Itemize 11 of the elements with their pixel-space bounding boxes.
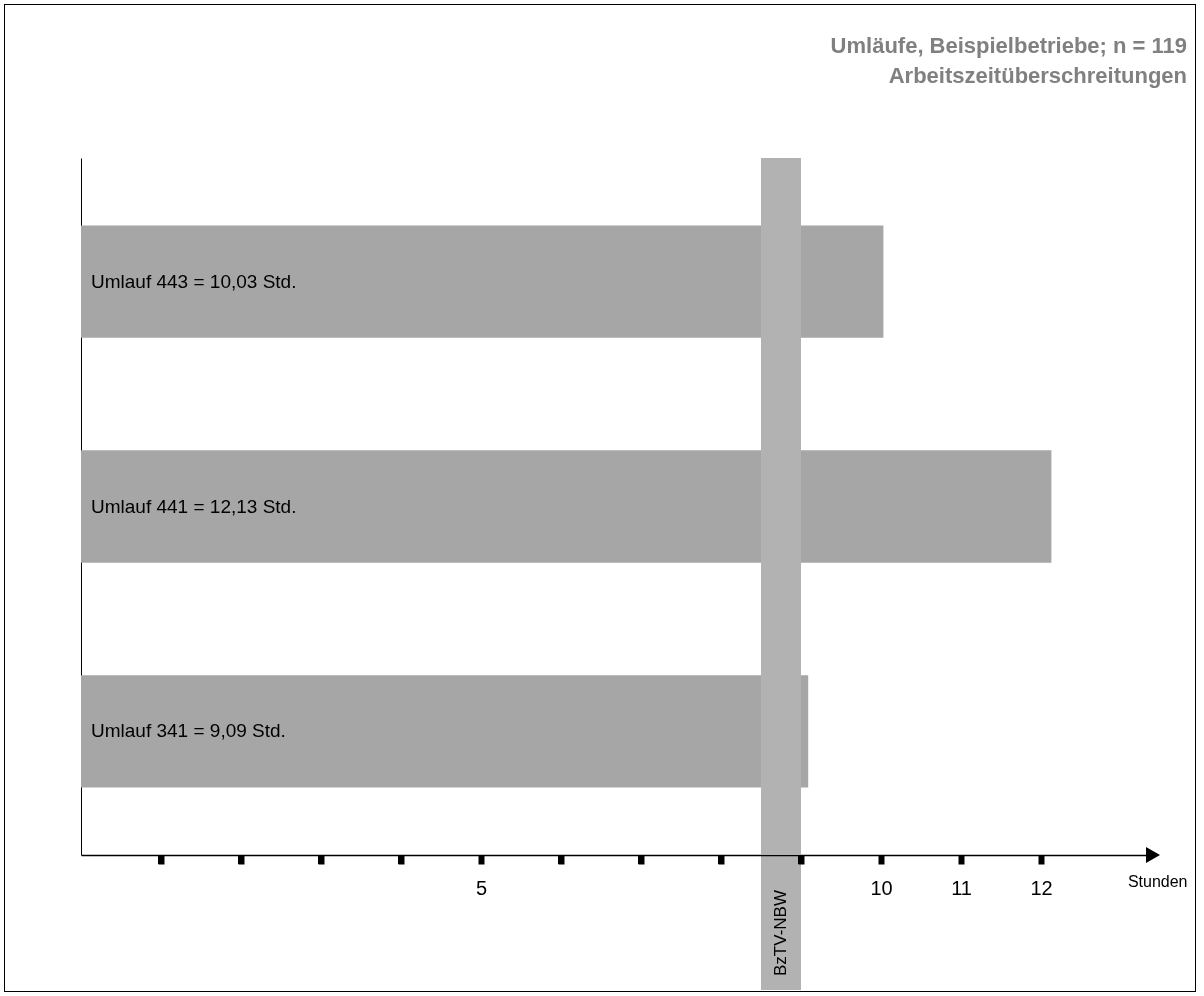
x-tick-label: 10 [870, 876, 893, 899]
chart-subtitle: Arbeitszeitüberschreitungen [888, 63, 1187, 88]
x-tick-label: 5 [475, 876, 488, 899]
ref-line-label: BzTV-NBW [771, 890, 790, 976]
data-label: Umlauf 341 = 9,09 Std. [91, 720, 286, 742]
data-label: Umlauf 443 = 10,03 Std. [91, 270, 297, 292]
chart-title: Umläufe, Beispielbetriebe; n = 119 [830, 33, 1187, 58]
data-label: Umlauf 441 = 12,13 Std. [91, 495, 297, 517]
x-axis-title: Stunden [1127, 872, 1188, 890]
x-tick-label: 12 [1030, 876, 1053, 899]
x-tick-label: 11 [951, 876, 972, 899]
